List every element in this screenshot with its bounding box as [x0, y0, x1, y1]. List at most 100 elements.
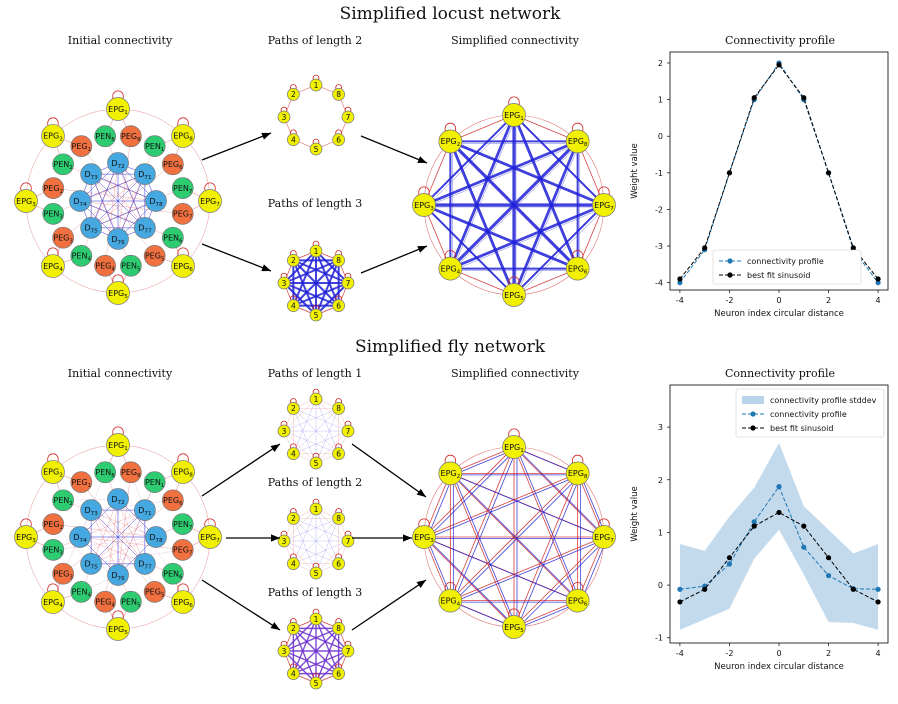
node-label: D71: [138, 170, 152, 181]
data-point: [875, 276, 881, 282]
y-tick-label: -3: [655, 242, 663, 251]
inhibitory-edge: [117, 174, 146, 240]
self-loop: [572, 122, 584, 132]
node-label: EPG4: [441, 264, 461, 275]
data-point: [726, 555, 733, 561]
self-loop: [280, 272, 288, 278]
self-loop: [508, 608, 520, 618]
edge: [283, 430, 317, 464]
arrow-shaft: [351, 443, 427, 498]
arrow-paths1-to-simplified: [351, 443, 427, 498]
node-label: EPG7: [200, 197, 220, 208]
arrow-head: [416, 580, 426, 589]
y-tick-label: 1: [658, 96, 663, 105]
small-node: [309, 456, 323, 470]
legend-swatch: [742, 396, 764, 404]
self-loop: [572, 250, 584, 259]
data-point: [776, 484, 782, 490]
small-node: [309, 244, 323, 258]
d7-node: [69, 190, 91, 212]
self-loop: [204, 518, 216, 528]
arrow-paths3-to-simplified: [351, 579, 427, 631]
excitatory-edge: [450, 536, 605, 602]
node-label: EPG5: [504, 623, 524, 634]
x-tick-label: -2: [725, 296, 733, 305]
y-tick-label: 3: [658, 423, 663, 432]
excitatory-edge: [63, 164, 157, 202]
node-label: EPG3: [16, 533, 36, 544]
x-axis-label: Neuron index circular distance: [714, 309, 844, 319]
self-loop: [335, 295, 342, 301]
arrow-head: [417, 156, 427, 163]
inhibitory-edge: [426, 538, 581, 603]
edge: [283, 540, 339, 564]
small-node: [332, 622, 345, 635]
small-node: [332, 447, 345, 460]
legend-label: best fit sinusoid: [770, 424, 833, 433]
node-label: EPG3: [414, 201, 434, 212]
fly-simplified-title: Simplified connectivity: [451, 367, 579, 380]
edge: [425, 206, 517, 298]
excitatory-edge: [81, 498, 119, 592]
epg-node: [171, 590, 195, 614]
edge: [315, 540, 349, 574]
epg-node: [171, 254, 195, 278]
node-label: PEG3: [53, 569, 73, 580]
edge: [283, 518, 339, 542]
arrow-fly-to-paths3: [201, 579, 281, 631]
self-loop: [312, 608, 320, 614]
inhibitory-edge: [516, 448, 582, 603]
small-node-label: 7: [346, 427, 351, 436]
fly-paths1-graph: 1 8 7 6 5 4 3 2: [277, 388, 355, 470]
edge: [452, 143, 517, 298]
fly-paths2-graph: 1 8 7 6 5 4 3 2: [277, 498, 355, 580]
small-node: [309, 142, 323, 156]
x-axis-label: Neuron index circular distance: [714, 662, 844, 672]
locust-paths2-title: Paths of length 2: [267, 34, 363, 47]
inhibitory-edge: [452, 474, 518, 629]
node-label: EPG4: [441, 596, 461, 607]
self-loop: [444, 454, 456, 464]
inhibitory-edge: [79, 173, 145, 202]
self-loop: [177, 117, 189, 127]
node-label: PEG4: [95, 262, 115, 273]
arrow-paths2-to-simplified: [360, 135, 428, 164]
mixed-edge: [91, 500, 173, 511]
node-label: D74: [73, 197, 87, 208]
arrow-head: [261, 132, 271, 140]
mixed-edge: [81, 482, 146, 564]
node-label: PEG8: [121, 132, 141, 143]
excitatory-edge: [79, 200, 173, 238]
node-label: PEN6: [163, 233, 183, 244]
peg-node: [42, 513, 65, 535]
self-loop: [444, 250, 456, 259]
self-loop: [312, 138, 320, 144]
data-point: [677, 599, 683, 605]
excitatory-edge: [513, 446, 579, 601]
peg-node: [120, 125, 142, 148]
self-loop: [335, 398, 342, 404]
self-loop: [444, 122, 456, 132]
inhibitory-edge: [90, 162, 119, 228]
edge: [293, 518, 317, 574]
arrow-shaft: [351, 579, 427, 631]
pen-node: [143, 471, 166, 493]
small-node-label: 2: [291, 624, 296, 633]
node-label: PEG5: [145, 588, 165, 599]
node-label: EPG6: [568, 264, 588, 275]
d7-node: [107, 488, 129, 510]
arrow-paths3-to-simplified: [360, 245, 428, 274]
data-point: [801, 544, 807, 550]
small-node-label: 4: [291, 135, 296, 144]
x-tick-label: -4: [676, 296, 684, 305]
edge: [292, 627, 340, 675]
self-loop: [598, 186, 610, 196]
excitatory-edge: [53, 187, 157, 202]
x-tick-label: 4: [876, 649, 881, 658]
pen-node: [162, 562, 184, 585]
fly-profile-title: Connectivity profile: [725, 367, 835, 380]
edge: [315, 508, 349, 542]
node-label: PEN5: [121, 262, 141, 273]
node-label: PEN1: [145, 478, 165, 489]
node-label: EPG3: [16, 197, 36, 208]
